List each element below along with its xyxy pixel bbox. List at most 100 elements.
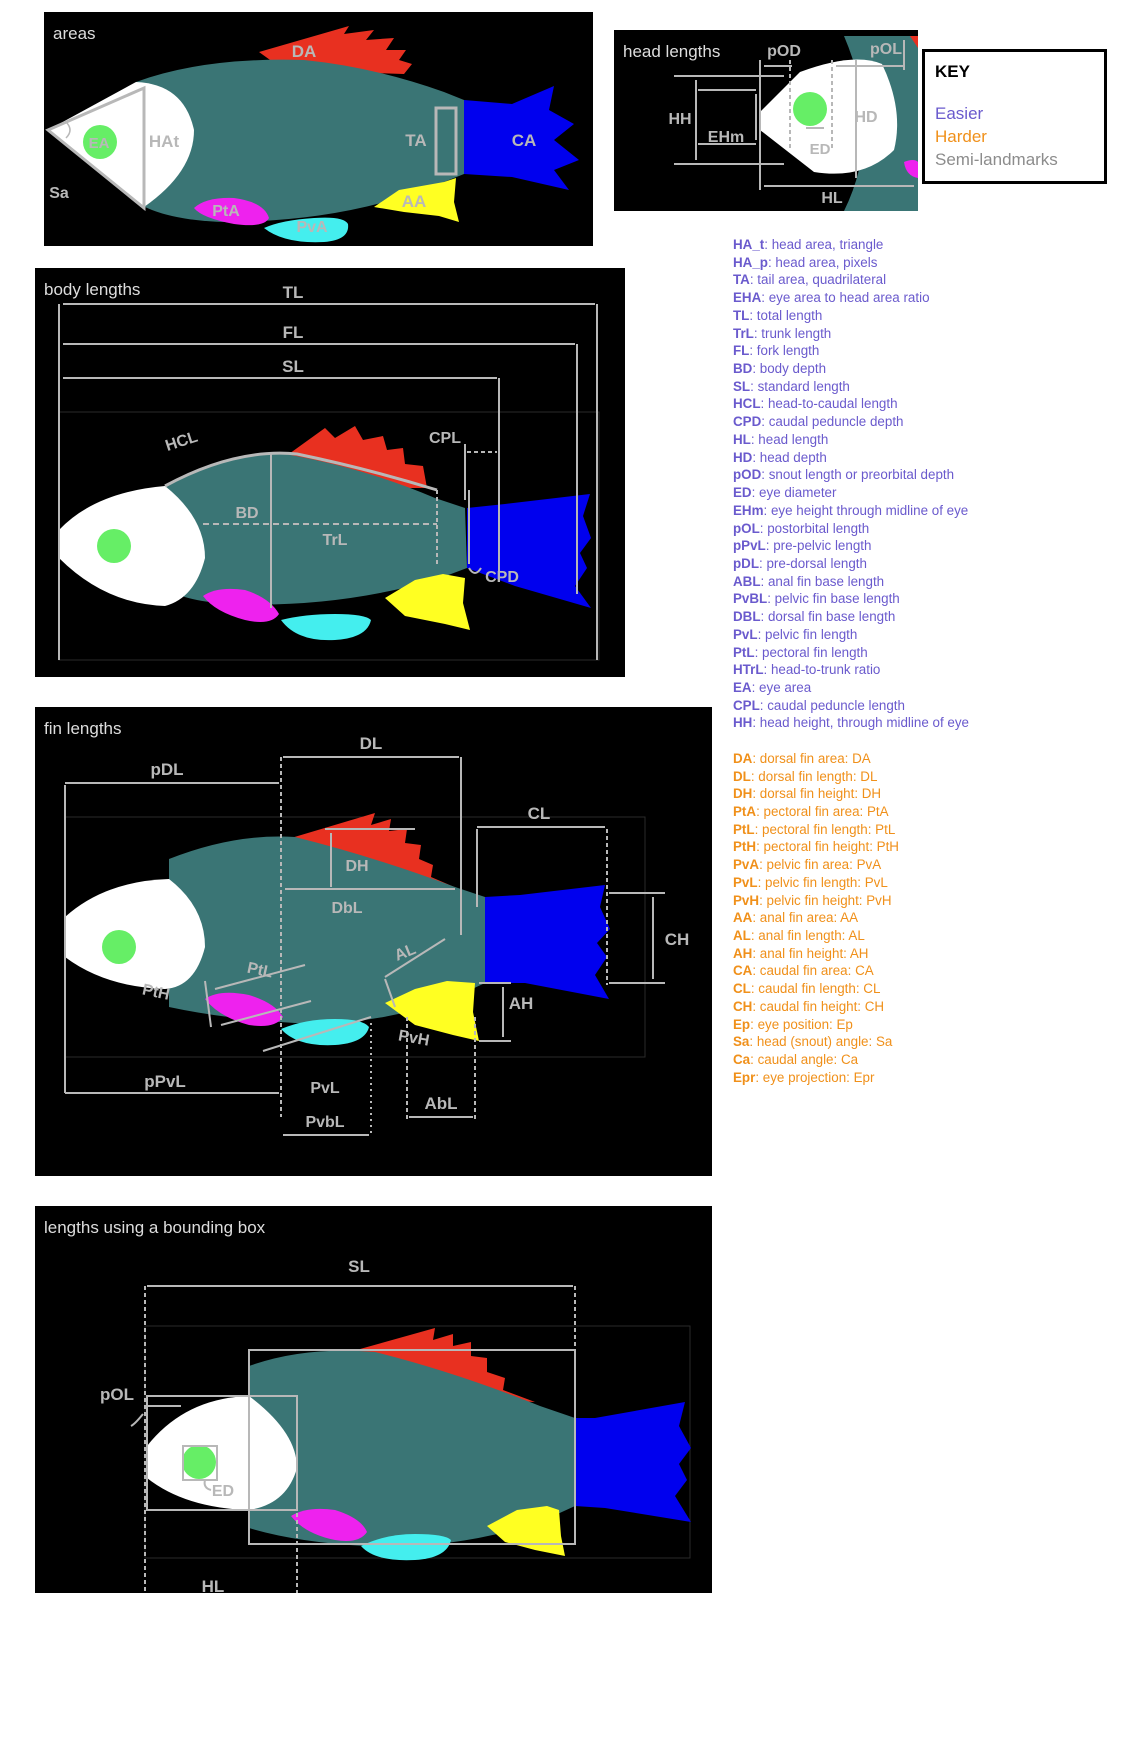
legend-abbr: AL [733, 928, 751, 944]
label-EA: EA [89, 135, 110, 152]
eye [102, 930, 136, 964]
legend-row: PtA: pectoral fin area: PtA [733, 803, 1093, 821]
panel-title-body-lengths: body lengths [44, 280, 141, 299]
legend-row: PvBL: pelvic fin base length [733, 590, 1093, 608]
legend-desc: : caudal fin length: CL [750, 981, 881, 997]
legend-row: EHA: eye area to head area ratio [733, 289, 1093, 307]
legend-row: HH: head height, through midline of eye [733, 714, 1093, 732]
caudal-fin [467, 494, 591, 608]
legend-desc: : head area, pixels [767, 254, 878, 270]
anal-fin [374, 178, 459, 222]
label-CA: CA [512, 131, 537, 150]
legend-row: pOD: snout length or preorbital depth [733, 466, 1093, 484]
legend-desc: : anal fin base length [760, 573, 885, 589]
panel-title-bounding-box: lengths using a bounding box [44, 1218, 266, 1237]
label-AH: AH [509, 994, 534, 1013]
key-item-harder: Harder [935, 127, 987, 146]
legend-desc: : pelvic fin length [757, 626, 858, 642]
abbreviation-legend: HA_t: head area, triangle HA_p: head area… [733, 236, 1093, 1087]
body-bounding-box [248, 1349, 576, 1545]
label-CH: CH [665, 930, 690, 949]
fin-measure-lines [64, 756, 665, 1137]
label-HL: HL [202, 1577, 225, 1593]
label-TrL: TrL [323, 532, 348, 549]
caudal-fin [575, 1402, 691, 1522]
caudal-fin [485, 885, 610, 999]
legend-desc: : standard length [750, 378, 850, 394]
legend-row: PtL: pectoral fin length [733, 644, 1093, 662]
legend-abbr: pPvL [733, 538, 766, 554]
legend-abbr: Ep [733, 1016, 751, 1032]
eye-bounding-box [182, 1445, 218, 1481]
areas-diagram: DA HAt EA Sa TA CA AA PtA PvA [45, 26, 579, 243]
legend-desc: : trunk length [753, 325, 832, 341]
legend-abbr: BD [733, 361, 753, 377]
label-pOL: pOL [870, 41, 902, 58]
legend-harder-list: DA: dorsal fin area: DA DL: dorsal fin le… [733, 750, 1093, 1087]
legend-abbr: HA_p [733, 254, 768, 270]
legend-abbr: HCL [733, 396, 761, 412]
legend-desc: : pelvic fin base length [767, 591, 900, 607]
legend-abbr: TrL [733, 325, 754, 341]
label-pOL: pOL [100, 1385, 134, 1404]
legend-row: HTrL: head-to-trunk ratio [733, 661, 1093, 679]
label-HL: HL [821, 190, 843, 207]
label-PvbL: PvbL [305, 1114, 344, 1131]
legend-desc: : postorbital length [759, 520, 870, 536]
legend-desc: : caudal fin height: CH [752, 998, 885, 1014]
legend-abbr: PtA [733, 804, 757, 819]
snout-angle-arc [65, 121, 71, 139]
label-HCL: HCL [163, 428, 200, 454]
label-HH: HH [668, 111, 691, 128]
legend-row: TL: total length [733, 307, 1093, 325]
legend-abbr: PtL [733, 644, 755, 660]
legend-abbr: DL [733, 768, 751, 784]
legend-abbr: PvL [733, 626, 758, 642]
body-lengths-panel: TL FL SL HCL CPL BD TrL CPD body lengths [35, 268, 625, 677]
label-SL: SL [348, 1257, 370, 1276]
fish-body [169, 836, 485, 1024]
pelvic-fin [264, 217, 349, 243]
legend-abbr: HTrL [733, 662, 764, 678]
key-box: KEY Easier Harder Semi-landmarks [922, 49, 1107, 184]
legend-desc: : pelvic fin length: PvL [757, 874, 888, 890]
label-TL: TL [283, 283, 304, 302]
legend-abbr: EHA [733, 290, 762, 306]
legend-row: AA: anal fin area: AA [733, 909, 1093, 927]
legend-abbr: Ca [733, 1052, 751, 1068]
legend-desc: : fork length [749, 343, 820, 359]
legend-desc: : caudal peduncle depth [761, 414, 904, 430]
label-pOD: pOD [767, 43, 801, 60]
legend-row: CH: caudal fin height: CH [733, 998, 1093, 1016]
legend-abbr: SL [733, 378, 751, 394]
legend-abbr: EA [733, 679, 752, 695]
legend-row: CL: caudal fin length: CL [733, 980, 1093, 998]
bounding-box-panel: SL pOL ED HL lengths using a bounding bo… [35, 1206, 712, 1593]
legend-desc: : pectoral fin area: PtA [756, 804, 889, 819]
body-lengths-diagram: TL FL SL HCL CPL BD TrL CPD [58, 283, 600, 661]
legend-row: Epr: eye projection: Epr [733, 1069, 1093, 1087]
legend-desc: : snout length or preorbital depth [761, 467, 955, 483]
label-pPvL: pPvL [144, 1072, 186, 1091]
legend-row: FL: fork length [733, 342, 1093, 360]
legend-desc: : head length [750, 431, 829, 447]
label-PvL: PvL [310, 1080, 340, 1097]
legend-abbr: DBL [733, 609, 761, 625]
legend-row: EHm: eye height through midline of eye [733, 502, 1093, 520]
legend-row: PtH: pectoral fin height: PtH [733, 838, 1093, 856]
legend-row: HD: head depth [733, 449, 1093, 467]
legend-abbr: TL [733, 307, 750, 323]
legend-abbr: CA [733, 963, 753, 979]
label-TA: TA [405, 131, 426, 150]
legend-row: CA: caudal fin area: CA [733, 962, 1093, 980]
label-DbL: DbL [331, 900, 362, 917]
dorsal-fin-edge [910, 36, 918, 48]
legend-row: DBL: dorsal fin base length [733, 608, 1093, 626]
label-CPL: CPL [429, 430, 461, 447]
legend-row: ED: eye diameter [733, 484, 1093, 502]
legend-row: TrL: trunk length [733, 325, 1093, 343]
pectoral-fin [205, 992, 283, 1026]
legend-abbr: pDL [733, 555, 760, 571]
fish-head [59, 486, 205, 606]
legend-row: SL: standard length [733, 378, 1093, 396]
